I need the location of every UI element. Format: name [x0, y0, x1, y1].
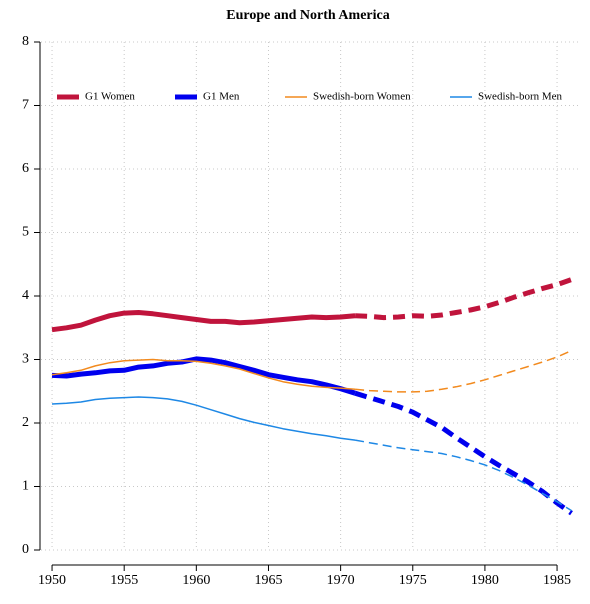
line-series	[51, 356, 356, 396]
y-tick-label: 4	[22, 288, 29, 303]
x-tick-label: 1975	[399, 573, 427, 588]
x-tick-label: 1980	[471, 573, 499, 588]
y-tick-label: 5	[22, 225, 29, 240]
line-projection	[354, 439, 572, 512]
x-tick-label: 1960	[182, 573, 210, 588]
line-projection	[354, 390, 573, 516]
x-tick-label: 1965	[254, 573, 282, 588]
y-tick-label: 0	[22, 542, 29, 557]
line-series	[51, 396, 356, 441]
x-tick-label: 1970	[327, 573, 355, 588]
x-tick-label: 1985	[543, 573, 571, 588]
y-tick-label: 7	[22, 98, 29, 113]
chart-title: Europe and North America	[226, 8, 389, 23]
y-tick-label: 1	[22, 479, 29, 494]
line-series	[51, 310, 356, 333]
y-tick-label: 2	[22, 415, 29, 430]
legend-label: G1 Men	[203, 91, 240, 103]
y-tick-label: 3	[22, 352, 29, 367]
line-series	[51, 358, 356, 391]
legend-label: Swedish-born Women	[313, 91, 411, 103]
legend-label: Swedish-born Men	[478, 91, 563, 103]
x-tick-label: 1955	[110, 573, 138, 588]
y-tick-label: 8	[22, 34, 29, 49]
x-tick-label: 1950	[38, 573, 66, 588]
line-projection	[355, 349, 572, 393]
y-tick-label: 6	[22, 161, 29, 176]
legend-label: G1 Women	[85, 91, 135, 103]
